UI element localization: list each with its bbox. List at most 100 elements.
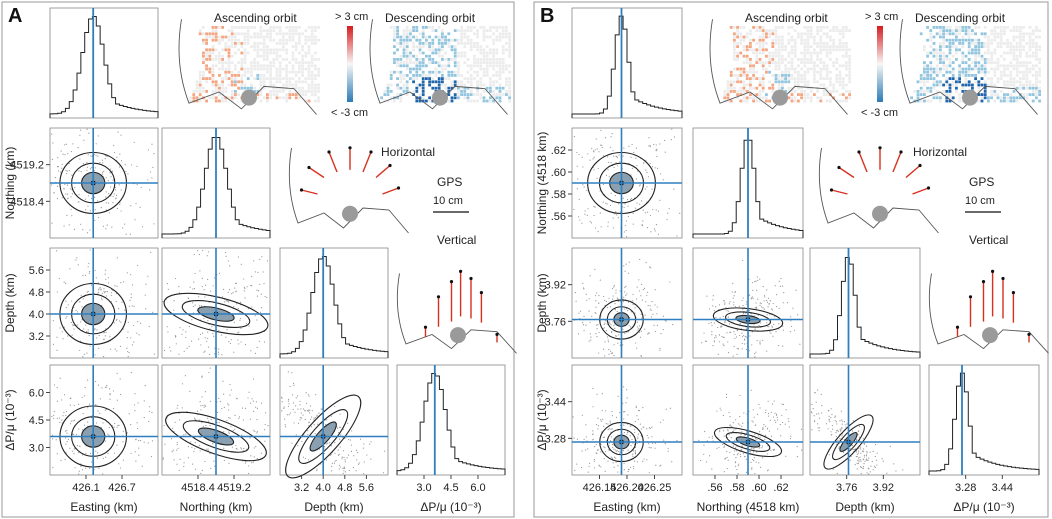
sample-point (727, 459, 729, 461)
insar-pixel (198, 93, 202, 96)
sample-point (338, 464, 341, 466)
sample-point (283, 407, 285, 410)
sample-point (716, 410, 718, 412)
insar-pixel (473, 93, 476, 96)
sample-point (719, 431, 721, 433)
insar-pixel (838, 32, 842, 36)
sample-point (727, 352, 730, 354)
insar-pixel (964, 77, 968, 80)
insar-pixel (996, 64, 1000, 68)
sample-point (732, 282, 734, 284)
insar-pixel (774, 48, 778, 52)
sample-point (314, 417, 317, 419)
insar-pixel (987, 38, 990, 42)
sample-point (649, 427, 651, 429)
sample-point (258, 340, 260, 342)
insar-pixel (761, 38, 765, 42)
sample-point (80, 129, 82, 131)
sample-point (627, 468, 630, 471)
insar-pixel (993, 51, 997, 55)
insar-pixel (829, 90, 832, 93)
insar-pixel (291, 45, 295, 48)
sample-point (750, 298, 752, 300)
sample-point (734, 447, 737, 449)
insar-pixel (758, 48, 762, 52)
insar-pixel (774, 61, 778, 64)
insar-pixel (208, 96, 212, 100)
sample-point (72, 325, 74, 327)
sample-point (65, 169, 67, 171)
insar-pixel (492, 90, 495, 93)
insar-pixel (739, 42, 743, 45)
insar-pixel (298, 90, 301, 93)
insar-pixel (781, 26, 784, 29)
insar-pixel (761, 83, 765, 87)
insar-pixel (761, 26, 765, 29)
insar-pixel (476, 64, 479, 68)
sample-point (733, 454, 735, 456)
sample-point (642, 220, 644, 222)
insar-pixel (803, 58, 807, 61)
insar-pixel (399, 99, 403, 103)
insar-pixel (262, 35, 266, 39)
sample-point (209, 328, 211, 330)
sample-point (776, 413, 778, 415)
insar-pixel (1031, 45, 1035, 48)
insar-pixel (425, 64, 428, 68)
insar-pixel (469, 86, 473, 90)
sample-point (120, 281, 122, 284)
insar-pixel (396, 96, 399, 100)
insar-pixel (266, 32, 269, 36)
insar-pixel (399, 80, 403, 84)
insar-pixel (412, 61, 415, 64)
insar-pixel (405, 38, 409, 42)
sample-point (126, 337, 128, 339)
insar-pixel (278, 26, 282, 29)
sample-point (735, 428, 737, 430)
sample-point (212, 333, 214, 335)
sample-point (613, 286, 615, 288)
insar-pixel (758, 29, 762, 32)
sample-point (79, 349, 81, 352)
insar-pixel (250, 64, 253, 68)
sample-point (230, 425, 232, 427)
sample-point (624, 291, 626, 293)
insar-pixel (240, 32, 244, 36)
sample-point (723, 300, 725, 302)
insar-pixel (211, 67, 215, 71)
insar-pixel (996, 45, 1000, 48)
sample-point (586, 214, 588, 216)
sample-point (148, 410, 151, 412)
sample-point (632, 465, 635, 468)
sample-point (874, 455, 876, 458)
sample-point (623, 296, 625, 298)
insar-pixel (923, 45, 926, 48)
sample-point (194, 441, 196, 444)
insar-pixel (974, 74, 977, 77)
sample-point (214, 347, 216, 349)
sample-point (636, 415, 638, 417)
insar-pixel (415, 77, 419, 80)
sample-point (846, 423, 848, 425)
insar-pixel (1019, 45, 1022, 48)
insar-pixel (948, 32, 952, 36)
insar-pixel (221, 48, 224, 52)
sample-point (256, 407, 259, 409)
sample-point (727, 430, 729, 432)
insar-pixel (841, 48, 845, 52)
insar-pixel (275, 32, 279, 36)
sample-point (584, 213, 586, 215)
insar-pixel (803, 77, 807, 80)
insar-pixel (745, 74, 749, 77)
insar-pixel (939, 35, 942, 39)
sample-point (583, 186, 585, 188)
insar-pixel (505, 83, 508, 87)
insar-pixel (971, 29, 974, 32)
insar-pixel (492, 38, 495, 42)
insar-pixel (819, 99, 823, 103)
insar-pixel (466, 86, 470, 90)
sample-point (327, 442, 329, 444)
sample-point (736, 347, 738, 350)
sample-point (712, 305, 714, 307)
sample-point (122, 227, 124, 229)
